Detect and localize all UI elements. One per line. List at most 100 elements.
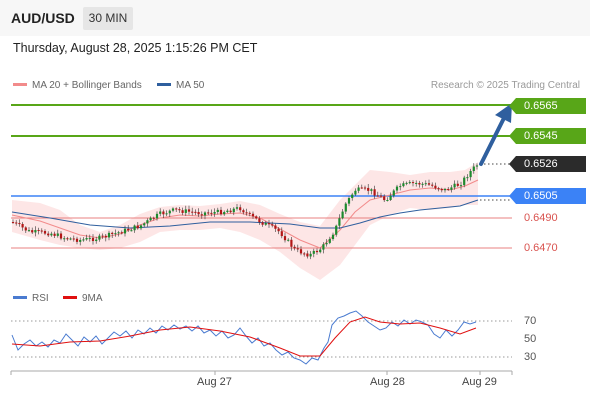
candle-body bbox=[293, 246, 296, 249]
candle-body bbox=[200, 214, 203, 216]
candle-body bbox=[136, 225, 139, 229]
candle-body bbox=[245, 212, 248, 214]
candle-body bbox=[53, 233, 56, 236]
candle-body bbox=[24, 227, 27, 231]
candle-body bbox=[146, 220, 149, 224]
candle-body bbox=[27, 230, 31, 232]
ma20-legend-label: MA 20 + Bollinger Bands bbox=[32, 80, 142, 91]
rsi-legend: RSI bbox=[13, 293, 49, 304]
candle-body bbox=[120, 232, 123, 234]
candle-body bbox=[341, 211, 344, 219]
candle-body bbox=[303, 253, 306, 255]
rsi-legend-label: RSI bbox=[32, 293, 49, 304]
rsi-level-30: 30 bbox=[524, 351, 537, 363]
candle-body bbox=[411, 182, 415, 184]
candle-body bbox=[50, 233, 53, 236]
candle-body bbox=[280, 231, 283, 237]
candle-body bbox=[104, 235, 107, 238]
candle-body bbox=[239, 207, 242, 211]
candle-body bbox=[171, 208, 175, 211]
candle-body bbox=[325, 242, 328, 245]
candle-body bbox=[15, 222, 18, 224]
rsi-ma-swatch bbox=[63, 295, 77, 299]
candle-body bbox=[319, 249, 322, 253]
candle-body bbox=[187, 209, 191, 212]
candle-body bbox=[223, 212, 226, 215]
candle-body bbox=[66, 238, 69, 240]
candle-body bbox=[127, 228, 130, 231]
candle-body bbox=[107, 232, 111, 238]
candle-body bbox=[258, 218, 261, 223]
candle-body bbox=[431, 184, 434, 186]
candle-body bbox=[181, 210, 184, 213]
candle-body bbox=[79, 239, 82, 242]
candle-body bbox=[437, 188, 440, 190]
candle-body bbox=[82, 239, 85, 241]
candle-body bbox=[152, 217, 155, 219]
candle-body bbox=[117, 232, 120, 234]
candle-body bbox=[466, 177, 469, 179]
ma50-legend-label: MA 50 bbox=[176, 80, 205, 91]
candle-body bbox=[143, 223, 146, 226]
candle-body bbox=[290, 239, 293, 247]
candle-body bbox=[114, 233, 117, 235]
candle-body bbox=[469, 170, 472, 178]
candle-body bbox=[207, 212, 210, 214]
candle-body bbox=[59, 233, 63, 239]
candle-body bbox=[213, 211, 216, 214]
support2-label: 0.6470 bbox=[524, 242, 558, 254]
candle-body bbox=[219, 209, 223, 215]
candle-body bbox=[427, 183, 431, 185]
candle-body bbox=[418, 182, 421, 185]
candle-body bbox=[443, 188, 447, 191]
candle-body bbox=[11, 222, 15, 223]
candle-body bbox=[165, 213, 168, 215]
candle-body bbox=[338, 218, 341, 226]
date-label-aug28: Aug 28 bbox=[370, 376, 405, 388]
candle-body bbox=[47, 233, 50, 236]
candle-body bbox=[139, 225, 143, 229]
candle-body bbox=[399, 186, 402, 188]
candle-body bbox=[21, 224, 24, 228]
candle-body bbox=[264, 223, 267, 225]
candle-body bbox=[226, 210, 229, 213]
candle-body bbox=[450, 187, 453, 190]
candle-body bbox=[95, 239, 98, 242]
candle-body bbox=[85, 238, 88, 240]
timeframe-button[interactable]: 30 MIN bbox=[83, 7, 133, 30]
candle-body bbox=[463, 177, 466, 186]
current-price-tag: 0.6526 bbox=[509, 156, 586, 172]
candle-body bbox=[309, 253, 312, 257]
rsi-ma-legend: 9MA bbox=[63, 293, 103, 304]
candle-body bbox=[75, 238, 79, 242]
candle-body bbox=[354, 190, 357, 195]
candle-body bbox=[351, 194, 354, 199]
candle-body bbox=[111, 232, 114, 235]
candle-body bbox=[43, 231, 47, 234]
candle-body bbox=[149, 217, 152, 221]
candle-body bbox=[18, 223, 21, 225]
candle-body bbox=[251, 213, 255, 217]
datetime-label: Thursday, August 28, 2025 1:15:26 PM CET bbox=[13, 41, 258, 55]
candle-body bbox=[133, 225, 136, 231]
symbol-title: AUD/USD bbox=[11, 10, 75, 26]
candle-body bbox=[191, 211, 194, 213]
ma50-legend: MA 50 bbox=[157, 80, 204, 91]
candle-body bbox=[402, 183, 405, 187]
candle-body bbox=[235, 207, 239, 209]
candle-body bbox=[386, 200, 389, 202]
candle-body bbox=[123, 228, 127, 234]
candle-body bbox=[328, 239, 331, 243]
candle-body bbox=[373, 189, 376, 196]
candle-body bbox=[472, 166, 475, 171]
candle-body bbox=[367, 187, 370, 191]
date-label-aug27: Aug 27 bbox=[197, 376, 232, 388]
rsi-line bbox=[11, 310, 477, 365]
candle-body bbox=[331, 234, 335, 240]
pivot-tag: 0.6505 bbox=[509, 188, 586, 204]
candle-body bbox=[376, 195, 379, 197]
candle-body bbox=[175, 208, 178, 210]
candle-body bbox=[91, 237, 95, 242]
candle-body bbox=[415, 182, 418, 184]
